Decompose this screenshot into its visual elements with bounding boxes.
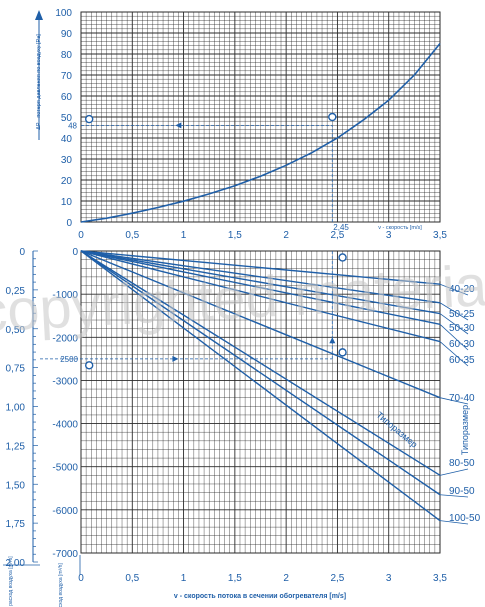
size-line-50-25 [80, 250, 441, 304]
top-y-tick-label: 100 [55, 8, 72, 19]
size-line-60-35 [80, 250, 441, 343]
top-x-tick-label: 1 [181, 230, 187, 241]
top-y-axis-arrow-head [35, 10, 43, 20]
size-label-70-40: 70-40 [449, 393, 475, 404]
size-line-90-50 [80, 250, 441, 496]
left-flow-tick-label: 1,00 [6, 403, 26, 414]
size-label-60-35: 60-35 [449, 355, 475, 366]
size-label-50-30: 50-30 [449, 323, 475, 334]
point-marker-a [85, 361, 94, 370]
size-label-90-50: 90-50 [449, 486, 475, 497]
size-leader-80-50 [439, 468, 469, 476]
pressure-loss-curve [80, 42, 441, 223]
top-y-tick-label: 90 [61, 29, 73, 40]
point-marker-b [85, 114, 94, 124]
top-x-tick-label: 1,5 [228, 230, 242, 241]
point-marker-e [338, 253, 347, 262]
top-y-tick-label: 50 [61, 113, 73, 124]
bottom-y-tick-label: 0 [72, 247, 78, 258]
size-leader-70-40 [439, 397, 469, 405]
size-label-40-20: 40-20 [449, 284, 475, 295]
left-flow-tick-label: 0,25 [6, 286, 26, 297]
size-label-80-50: 80-50 [449, 458, 475, 469]
bottom-x-tick-label: 0,5 [125, 573, 139, 584]
guide-arrow-up [329, 337, 336, 344]
size-label-60-30: 60-30 [449, 339, 475, 350]
size-label-50-25: 50-25 [449, 309, 475, 320]
guide-arrow-right [172, 355, 179, 362]
left-flow-tick-label: 1,25 [6, 441, 26, 452]
bottom-y-tick-label: -2000 [52, 333, 78, 344]
bottom-y-tick-label: -6000 [52, 506, 78, 517]
bottom-secondary-axis-title: V - расход воздуха [m³/h] [58, 563, 64, 607]
top-x-axis-title: v - скорость [m/s] [378, 225, 422, 231]
left-flow-tick-label: 1,50 [6, 480, 26, 491]
size-line-70-40 [80, 250, 441, 399]
size-selection-chart: 0 0,5 1 1,5 2 2,5 3 3,5 v - скорость потока в се… [3, 247, 481, 607]
size-axis-title: Типоразмер [460, 405, 470, 455]
size-line-80-50 [80, 250, 441, 476]
bottom-x-tick-label: 3,5 [433, 573, 447, 584]
size-leader-50-25 [439, 302, 469, 321]
point-marker-c [328, 112, 337, 122]
top-y-tick-label: 70 [61, 71, 73, 82]
top-y-tick-label: 80 [61, 50, 73, 61]
left-flow-axis-title: V - расход воздуха [m³/s] [8, 556, 14, 607]
top-x-tick-label: 0,5 [125, 230, 139, 241]
top-x-tick-label: 3 [386, 230, 392, 241]
top-y-tick-label: 60 [61, 92, 73, 103]
bottom-y-tick-label: -3000 [52, 376, 78, 387]
top-x-tick-label: 0 [78, 230, 84, 241]
bottom-y-tick-label: -7000 [52, 549, 78, 560]
guide-arrow-left [175, 122, 182, 129]
left-flow-tick-label: 0 [19, 247, 25, 258]
left-flow-tick-label: 1,75 [6, 519, 26, 530]
bottom-x-tick-label: 2,5 [330, 573, 344, 584]
size-leader-60-35 [439, 341, 469, 367]
size-line-40-20 [80, 250, 441, 285]
bottom-y-tick-label: -1000 [52, 290, 78, 301]
bottom-x-tick-label: 3 [386, 573, 392, 584]
left-flow-tick-label: 0,75 [6, 364, 26, 375]
top-y-tick-label: 40 [61, 134, 73, 145]
size-line-100-50 [80, 250, 441, 522]
bottom-x-tick-label: 1 [181, 573, 187, 584]
size-leader-50-30 [439, 313, 469, 335]
left-flow-tick-label: 0,50 [6, 325, 26, 336]
bottom-x-tick-label: 2 [283, 573, 289, 584]
bottom-x-tick-label: 0 [78, 573, 84, 584]
size-label-100-50: 100-50 [449, 513, 481, 524]
top-x-tick-label: 2 [283, 230, 289, 241]
size-leader-40-20 [439, 283, 469, 296]
top-x-tick-label: 2,5 [330, 230, 344, 241]
flow-readout-label: 2500 [60, 355, 78, 364]
size-leader-60-30 [439, 324, 469, 351]
size-line-50-30 [80, 250, 441, 315]
velocity-readout-label: 2,45 [333, 223, 349, 232]
point-marker-d [338, 348, 347, 357]
top-y-tick-label: 0 [66, 218, 72, 229]
left-flow-tick-label: 2,00 [6, 558, 26, 569]
top-y-tick-label: 20 [61, 176, 73, 187]
size-line-60-30 [80, 250, 441, 326]
bottom-y-tick-label: -5000 [52, 463, 78, 474]
top-y-tick-label: 30 [61, 155, 73, 166]
bottom-x-axis-title: v - скорость потока в сечении обогревате… [174, 592, 346, 600]
pressure-loss-chart: 0 0,5 1 1,5 2 2,5 3 3,5 0 10 20 30 40 50 60 70 80 90 100 ΔP… [35, 8, 447, 241]
top-y-tick-label: 10 [61, 197, 73, 208]
bottom-y-tick-label: -4000 [52, 420, 78, 431]
top-y-axis-title: ΔP - потеря давления по воздуху [Pa] [36, 34, 42, 130]
top-x-tick-label: 3,5 [433, 230, 447, 241]
size-leader-100-50 [439, 520, 469, 525]
pressure-readout-label: 48 [68, 121, 77, 130]
bottom-x-tick-label: 1,5 [228, 573, 242, 584]
size-leader-90-50 [439, 494, 469, 498]
